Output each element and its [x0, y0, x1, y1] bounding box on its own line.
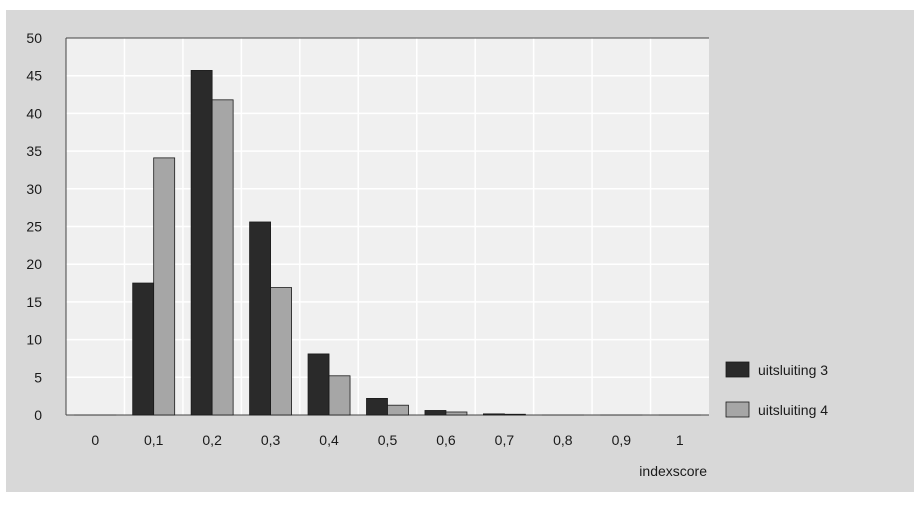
- bar: [328, 375, 351, 416]
- x-tick-label: 0,2: [202, 432, 222, 448]
- legend-label: uitsluiting 3: [758, 362, 828, 378]
- x-axis: 0 0,1 0,2 0,3 0,4 0,5 0,6 0,7 0,8 0,9 1: [66, 414, 709, 448]
- legend-label: uitsluiting 4: [758, 402, 828, 418]
- bar: [249, 221, 271, 416]
- y-axis: 0 5 10 15 20 25 30 35 40 45 50: [26, 30, 67, 423]
- y-tick-label: 30: [26, 181, 42, 197]
- x-tick-label: 0,5: [378, 432, 398, 448]
- legend-swatch: [725, 361, 750, 378]
- x-tick-label: 0,1: [144, 432, 164, 448]
- y-tick-label: 50: [26, 30, 42, 46]
- bar: [387, 404, 409, 416]
- y-tick-label: 20: [26, 256, 42, 272]
- x-tick-label: 1: [676, 432, 684, 448]
- bar: [190, 70, 213, 416]
- bar: [270, 287, 292, 416]
- x-tick-label: 0,4: [319, 432, 339, 448]
- bar: [307, 353, 330, 416]
- y-tick-label: 15: [26, 294, 42, 310]
- y-tick-label: 5: [34, 369, 42, 385]
- bar: [504, 413, 526, 416]
- chart-frame: 0 5 10 15 20 25 30 35 40 45 50 0 0,1 0,2 0,3 0,4 0,5 0,6…: [6, 10, 914, 492]
- x-tick-label: 0,3: [261, 432, 281, 448]
- x-tick-label: 0,9: [612, 432, 632, 448]
- bar: [424, 410, 447, 416]
- grid-lines: [66, 37, 709, 415]
- y-tick-label: 35: [26, 143, 42, 159]
- y-tick-label: 40: [26, 105, 42, 121]
- bar: [483, 413, 505, 416]
- bar: [153, 157, 176, 416]
- legend: uitsluiting 3 uitsluiting 4: [725, 361, 828, 418]
- x-tick-label: 0: [91, 432, 99, 448]
- y-tick-label: 10: [26, 332, 42, 348]
- bar: [211, 99, 234, 416]
- bar-chart: 0 5 10 15 20 25 30 35 40 45 50 0 0,1 0,2 0,3 0,4 0,5 0,6…: [26, 30, 828, 479]
- bar: [445, 411, 468, 416]
- y-tick-label: 45: [26, 68, 42, 84]
- legend-swatch: [725, 401, 750, 418]
- y-tick-label: 25: [26, 219, 42, 235]
- bar: [132, 282, 155, 416]
- x-tick-label: 0,6: [436, 432, 456, 448]
- bars: [74, 70, 701, 416]
- x-axis-label: indexscore: [639, 463, 707, 479]
- y-tick-label: 0: [34, 407, 42, 423]
- x-tick-label: 0,7: [495, 432, 515, 448]
- x-tick-label: 0,8: [553, 432, 573, 448]
- bar: [366, 398, 388, 416]
